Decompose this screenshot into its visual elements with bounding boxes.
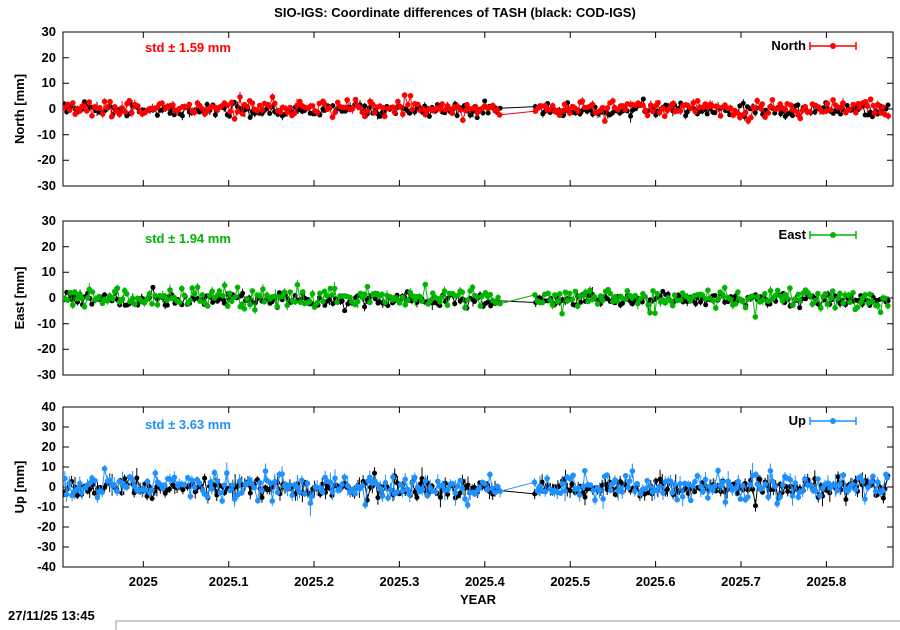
series-east-sio-igs [63,280,891,320]
y-tick-label-east: 10 [41,264,56,280]
x-axis-title: YEAR [459,592,497,607]
x-tick-label: 2025.8 [806,574,847,589]
legend-sample-east [809,231,857,239]
y-tick-label-east: -10 [37,315,56,331]
y-tick-label-up: 10 [41,459,56,474]
y-tick-label-up: 0 [48,479,56,494]
y-tick-label-north: 0 [48,101,56,116]
y-tick-label-north: 30 [41,24,56,39]
y-tick-label-up: -30 [37,539,56,554]
legend-sample-up [809,417,857,425]
y-tick-label-north: -30 [37,178,56,193]
bottom-partial-frame [115,620,900,630]
x-tick-label: 2025.6 [635,574,676,589]
legend-label-up: Up [788,413,806,428]
y-tick-label-up: 40 [41,399,56,414]
y-tick-label-north: 10 [41,75,56,91]
panel-ticks-east [63,220,893,376]
y-tick-label-north: -10 [37,126,56,142]
y-tick-label-north: -20 [37,152,56,168]
std-label-north: std ± 1.59 mm [145,40,231,55]
y-tick-label-east: -30 [37,367,56,382]
x-tick-label: 2025.1 [208,574,249,589]
std-label-east: std ± 1.94 mm [145,231,231,246]
y-tick-label-up: -10 [37,499,56,514]
std-label-up: std ± 3.63 mm [145,417,231,432]
plot-title: SIO-IGS: Coordinate differences of TASH … [274,5,636,20]
legend-sample-north [809,42,857,50]
y-tick-label-east: -20 [37,341,56,357]
y-tick-label-east: 30 [41,213,56,228]
y-tick-label-up: 30 [41,419,56,434]
legend-label-north: North [771,38,806,53]
x-tick-label: 2025 [128,574,158,589]
x-tick-label: 2025.5 [550,574,591,589]
y-tick-label-up: -20 [37,519,56,534]
legend-label-east: East [778,227,806,242]
x-tick-label: 2025.4 [464,574,505,589]
y-tick-label-up: -40 [37,559,56,574]
x-tick-label: 2025.3 [379,574,420,589]
timestamp: 27/11/25 13:45 [8,608,95,623]
series-north-sio-igs [63,91,891,125]
series-up-sio-igs [63,462,891,516]
y-tick-label-north: 20 [41,49,56,65]
y-tick-label-east: 20 [41,238,56,254]
y-tick-label-up: 20 [41,439,56,454]
y-tick-label-east: 0 [48,290,56,305]
x-tick-label: 2025.7 [721,574,761,589]
x-tick-label: 2025.2 [294,574,334,589]
panel-ticks-north [63,31,893,187]
